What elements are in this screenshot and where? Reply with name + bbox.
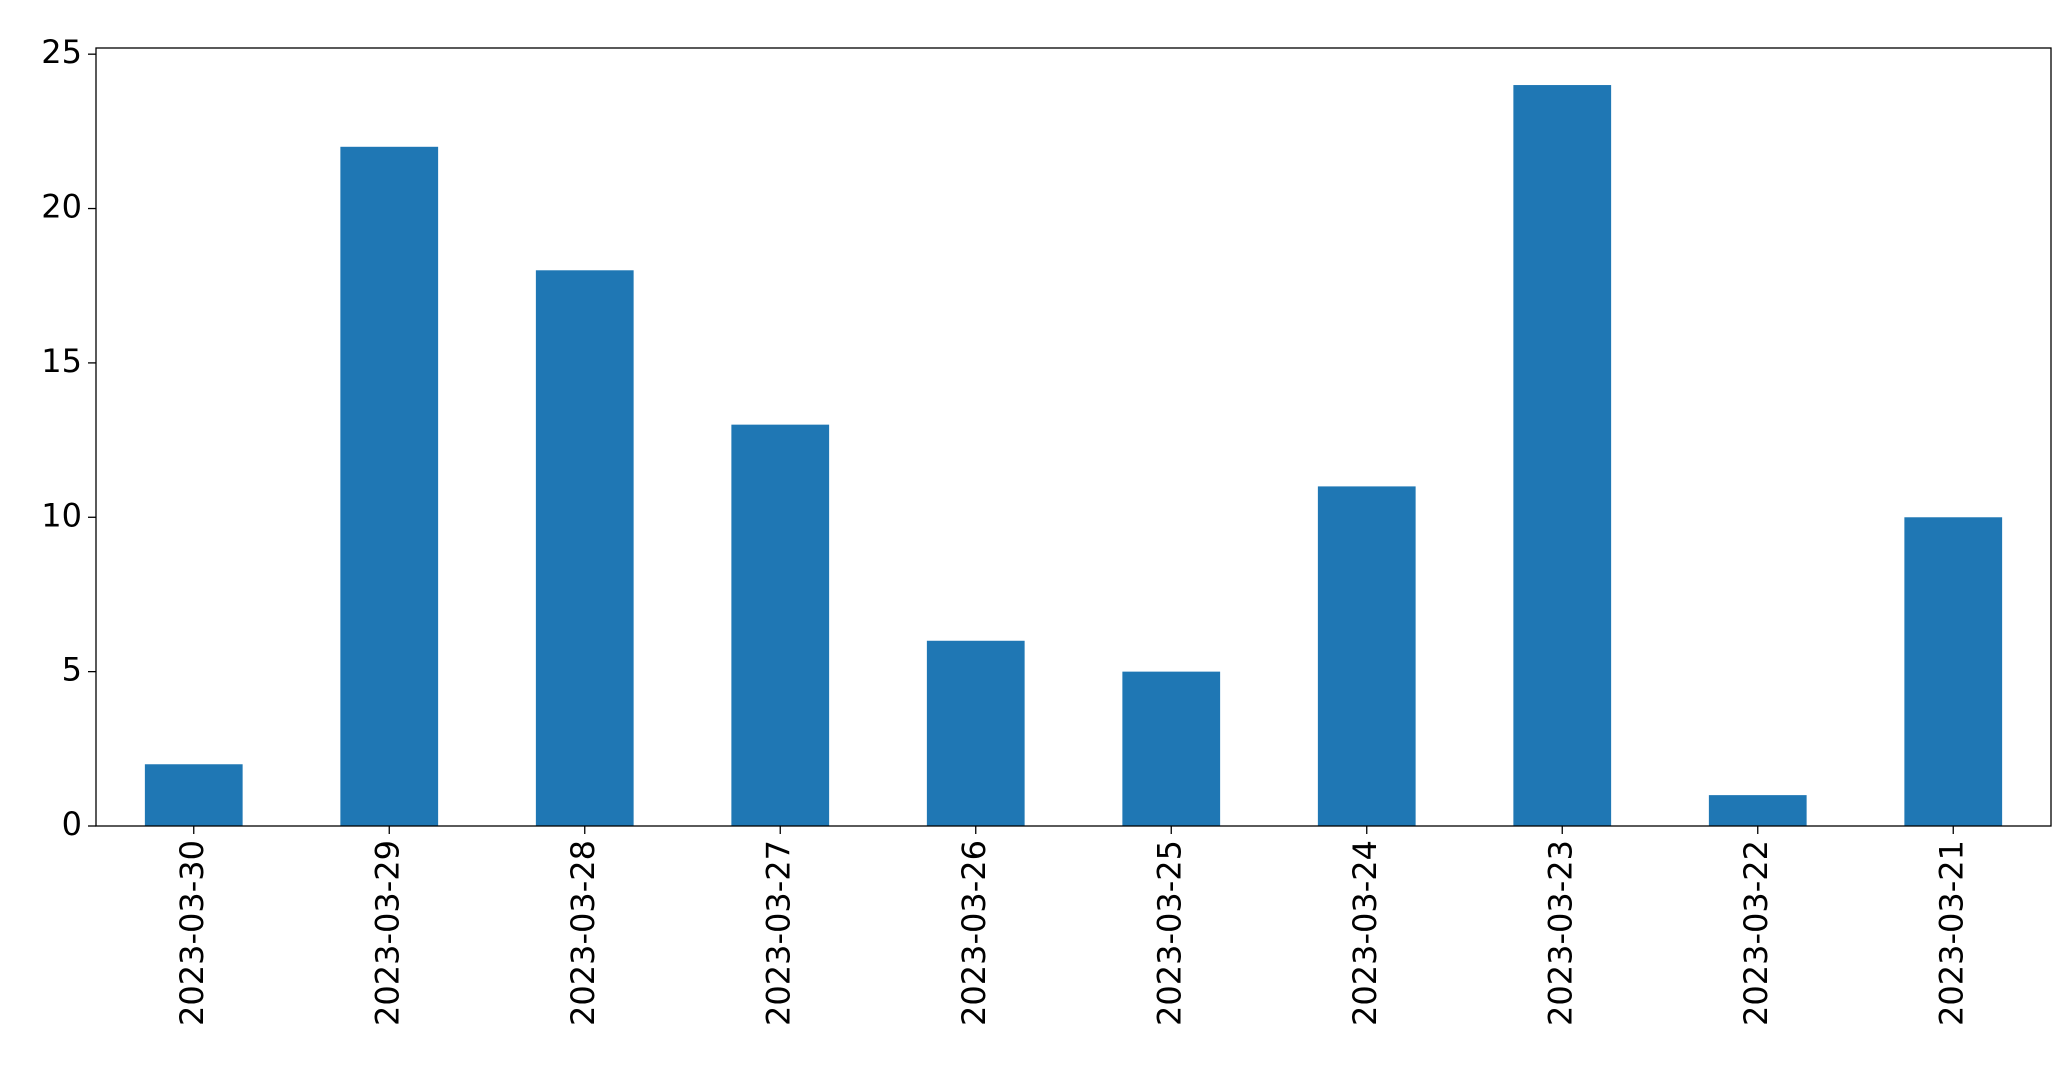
x-tick-label: 2023-03-30	[173, 840, 211, 1026]
x-tick-label: 2023-03-25	[1150, 840, 1188, 1026]
x-tick-label: 2023-03-28	[564, 840, 602, 1026]
y-tick-label: 0	[62, 805, 82, 843]
y-tick-label: 5	[62, 651, 82, 689]
bar	[1317, 486, 1416, 826]
x-tick-label: 2023-03-24	[1346, 840, 1384, 1026]
bar	[731, 424, 830, 826]
y-tick-label: 20	[41, 188, 82, 226]
bar	[535, 270, 634, 826]
x-tick-label: 2023-03-22	[1737, 840, 1775, 1026]
plot-frame	[95, 47, 2052, 827]
bar	[340, 146, 439, 827]
y-tick-label: 25	[41, 33, 82, 71]
y-tick-label: 10	[41, 496, 82, 534]
bar	[1904, 517, 2003, 826]
bar	[1708, 795, 1807, 826]
bar	[926, 640, 1025, 826]
bar	[144, 764, 243, 826]
x-tick-label: 2023-03-21	[1932, 840, 1970, 1026]
x-tick-label: 2023-03-26	[955, 840, 993, 1026]
y-tick-label: 15	[41, 342, 82, 380]
x-tick-label: 2023-03-29	[368, 840, 406, 1026]
x-tick-label: 2023-03-27	[759, 840, 797, 1026]
bar	[1513, 85, 1612, 827]
bar	[1122, 671, 1221, 826]
x-tick-label: 2023-03-23	[1541, 840, 1579, 1026]
